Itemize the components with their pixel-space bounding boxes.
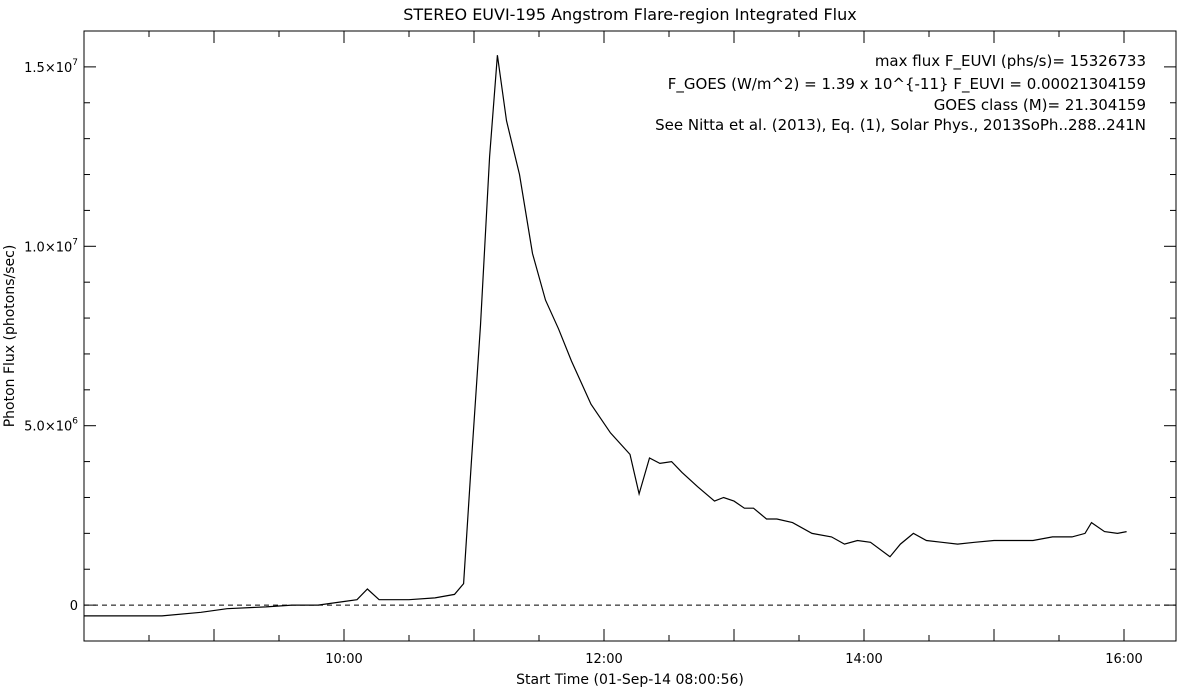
annotation-reference: See Nitta et al. (2013), Eq. (1), Solar … xyxy=(655,116,1146,134)
x-axis-ticks: 10:00 12:00 14:00 16:00 xyxy=(148,31,1143,667)
y-tick-label: 1.5×107 xyxy=(24,58,78,76)
annotation-max-flux: max flux F_EUVI (phs/s)= 15326733 xyxy=(875,52,1146,71)
flux-annotations: max flux F_EUVI (phs/s)= 15326733 F_GOES… xyxy=(655,52,1146,134)
x-tick-label: 16:00 xyxy=(1105,652,1142,667)
y-tick-label: 0 xyxy=(70,599,78,614)
y-axis-label: Photon Flux (photons/sec) xyxy=(2,245,18,428)
x-tick-label: 12:00 xyxy=(585,652,622,667)
chart-title: STEREO EUVI-195 Angstrom Flare-region In… xyxy=(403,5,856,24)
x-tick-label: 10:00 xyxy=(325,652,362,667)
x-tick-label: 14:00 xyxy=(845,652,882,667)
x-axis-label: Start Time (01-Sep-14 08:00:56) xyxy=(516,672,744,688)
plot-frame xyxy=(83,30,1177,642)
annotation-goes-class: GOES class (M)= 21.304159 xyxy=(934,96,1146,114)
annotation-goes-flux: F_GOES (W/m^2) = 1.39 x 10^{-11} F_EUVI … xyxy=(668,75,1146,94)
y-axis-ticks: 0 5.0×106 1.0×107 1.5×107 xyxy=(24,30,1176,642)
flux-series-line xyxy=(84,55,1127,617)
y-tick-label: 5.0×106 xyxy=(24,417,78,435)
y-tick-label: 1.0×107 xyxy=(24,237,78,255)
